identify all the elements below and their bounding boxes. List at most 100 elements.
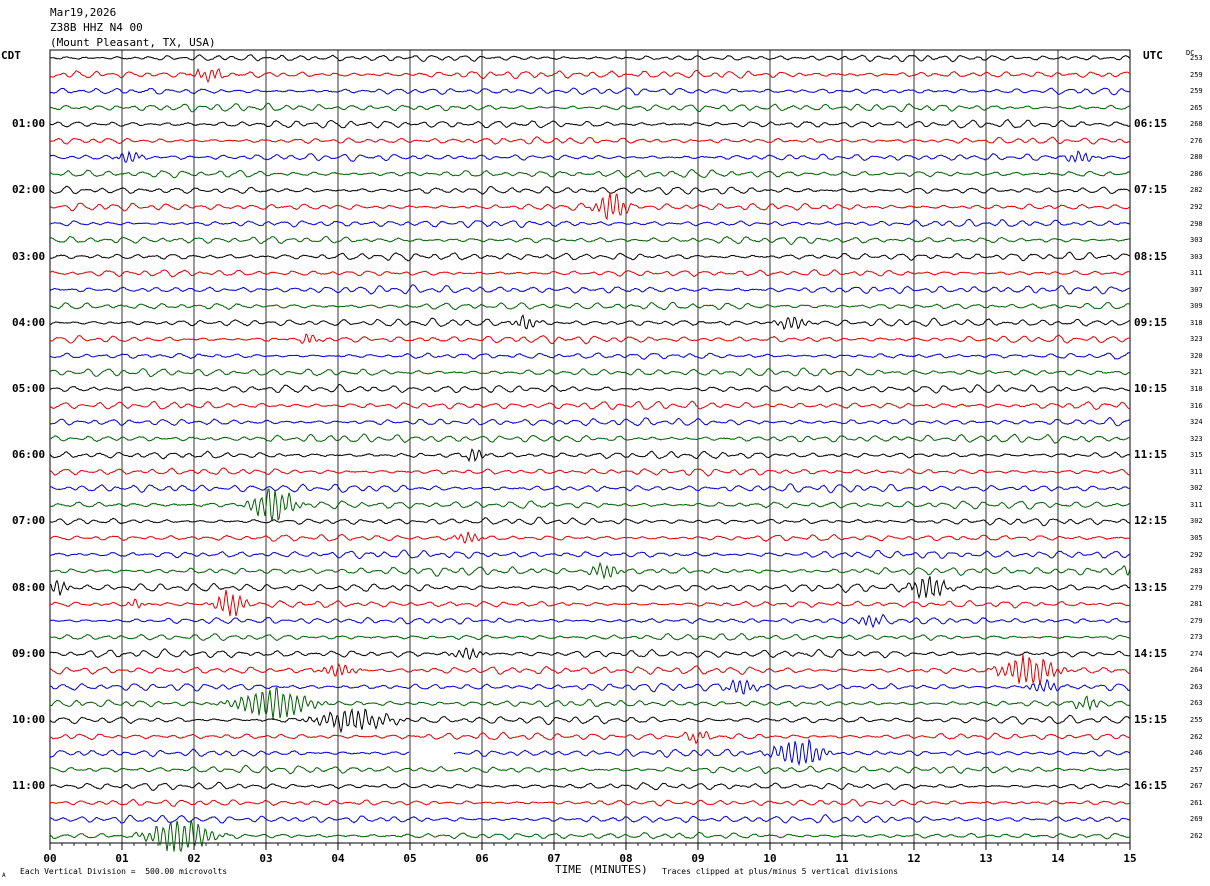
dc-offset-value: 311: [1190, 467, 1203, 476]
utc-hour-label: 13:15: [1134, 580, 1168, 594]
dc-offset-value: 318: [1190, 385, 1203, 393]
x-tick-label: 00: [43, 852, 57, 865]
scale-note: Each Vertical Division = 500.00 microvol…: [20, 867, 228, 876]
cdt-hour-label: 04:00: [12, 315, 46, 329]
trace-line: [49, 687, 1131, 720]
dc-offset-value: 320: [1190, 351, 1203, 360]
dc-offset-value: 292: [1190, 202, 1203, 211]
trace-line: [49, 235, 1131, 246]
x-tick-label: 01: [115, 852, 129, 865]
dc-offset-value: 309: [1190, 302, 1203, 311]
trace-line: [49, 764, 1131, 775]
x-tick-label: 09: [691, 852, 705, 865]
dc-offset-value: 265: [1190, 103, 1203, 112]
dc-offset-value: 255: [1190, 716, 1203, 724]
trace-line: [49, 192, 1131, 221]
trace-line: [49, 314, 1131, 331]
x-tick-label: 13: [979, 852, 993, 865]
trace-line: [49, 185, 1131, 196]
trace-line: [49, 647, 1131, 660]
trace-line: [49, 102, 1131, 113]
dc-offset-value: 259: [1190, 87, 1203, 96]
x-tick-label: 11: [835, 852, 849, 865]
dc-offset-value: 311: [1190, 500, 1203, 509]
dc-offset-value: 274: [1190, 649, 1203, 658]
dc-offset-value: 280: [1190, 153, 1203, 162]
trace-line: [49, 467, 1131, 477]
x-tick-label: 05: [403, 852, 417, 865]
utc-hour-label: 11:15: [1134, 448, 1168, 462]
trace-line: [49, 549, 1130, 560]
utc-hour-label: 16:15: [1134, 779, 1168, 793]
utc-hour-label: 07:15: [1134, 183, 1168, 197]
dc-offset-value: 262: [1190, 831, 1203, 840]
dc-offset-value: 323: [1190, 434, 1203, 443]
dc-offset-value: 257: [1190, 765, 1203, 774]
trace-line: [49, 654, 1131, 685]
trace-line: [49, 814, 1131, 824]
x-tick-label: 12: [907, 852, 921, 865]
header-date: Mar19,2026: [50, 6, 117, 19]
trace-line: [49, 781, 1131, 791]
utc-hour-label: 08:15: [1134, 249, 1168, 263]
x-tick-label: 06: [475, 852, 489, 865]
trace-line: [49, 820, 1131, 853]
utc-hour-label: 14:15: [1134, 646, 1168, 660]
trace-line: [49, 416, 1131, 427]
cdt-hour-label: 09:00: [12, 646, 46, 660]
right-timezone-label: UTC: [1143, 49, 1163, 62]
trace-line: [49, 168, 1131, 179]
cdt-hour-label: 02:00: [12, 183, 46, 197]
trace-line: [49, 448, 1131, 463]
cdt-hour-label: 05:00: [12, 382, 46, 395]
x-tick-label: 07: [547, 852, 561, 865]
dc-offset-value: 264: [1190, 666, 1203, 675]
utc-hour-label: 09:15: [1134, 315, 1168, 329]
x-axis-ticks: [49, 843, 1131, 850]
trace-line: [49, 54, 1131, 63]
dc-offset-value: 303: [1190, 236, 1203, 245]
trace-line: [453, 738, 1131, 767]
dc-offset-value: 286: [1190, 169, 1203, 178]
x-tick-label: 02: [187, 852, 201, 865]
trace-line: [49, 748, 410, 758]
dc-offset-value: 303: [1190, 252, 1203, 261]
dc-offset-value: 279: [1190, 583, 1203, 592]
trace-line: [49, 218, 1131, 229]
trace-line: [49, 333, 1130, 345]
dc-offset-value: 307: [1190, 285, 1203, 294]
cdt-hour-label: 10:00: [12, 713, 46, 726]
cdt-hour-label: 01:00: [12, 117, 46, 131]
dc-offset-value: 305: [1190, 533, 1203, 542]
dc-offset-value: 276: [1190, 136, 1203, 145]
x-tick-label: 08: [619, 852, 633, 865]
plot-frame: [49, 49, 1131, 844]
dc-offset-value: 311: [1190, 269, 1203, 278]
x-axis-label: TIME (MINUTES): [555, 863, 648, 876]
trace-line: [49, 269, 1130, 278]
dc-offset-value: 269: [1190, 815, 1203, 824]
dc-offset-value: 273: [1190, 633, 1203, 642]
dc-offset-value: 281: [1190, 600, 1203, 609]
dc-offset-value: 302: [1190, 517, 1203, 526]
dc-offset-value: 324: [1190, 418, 1203, 427]
trace-line: [49, 118, 1131, 129]
dc-offset-value: 315: [1190, 451, 1203, 460]
trace-line: [49, 352, 1131, 361]
trace-line: [49, 531, 1131, 544]
dc-offset-value: 292: [1190, 550, 1203, 559]
cdt-hour-label: 03:00: [12, 249, 46, 263]
trace-line: [49, 707, 1131, 734]
dc-offset-value: 263: [1190, 699, 1203, 708]
x-tick-label: 04: [331, 852, 345, 865]
dc-header-label: DC: [1186, 49, 1195, 57]
x-tick-label: 15: [1123, 852, 1137, 865]
dc-offset-value: 253: [1190, 54, 1203, 62]
trace-line: [49, 367, 1131, 378]
x-tick-label: 14: [1051, 852, 1065, 865]
seismic-traces: [49, 54, 1131, 853]
cdt-hour-label: 06:00: [12, 448, 46, 462]
trace-line: [49, 730, 1131, 745]
dc-offset-value: 283: [1190, 567, 1203, 576]
dc-offset-value: 282: [1190, 186, 1203, 195]
